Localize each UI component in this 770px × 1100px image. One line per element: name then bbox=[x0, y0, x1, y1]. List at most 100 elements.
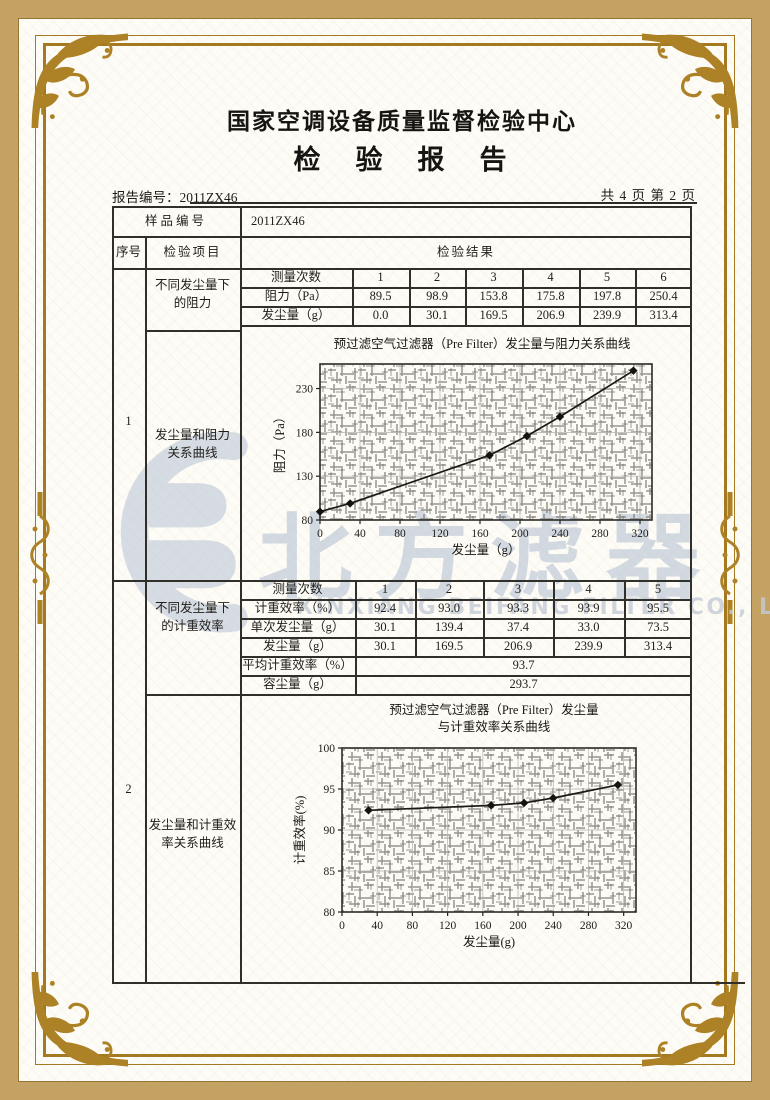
svg-text:80: 80 bbox=[324, 907, 336, 919]
s1-meas-2: 2 bbox=[433, 269, 441, 284]
s1-dust-6: 313.4 bbox=[649, 307, 678, 322]
s1-res-2: 98.9 bbox=[426, 288, 448, 303]
s1-dust-label: 发尘量（g） bbox=[261, 307, 331, 322]
s2-dust-5: 313.4 bbox=[643, 638, 673, 653]
frame-thick-line bbox=[43, 43, 727, 1057]
s2-single-5: 73.5 bbox=[647, 619, 669, 634]
s2-dust-2: 169.5 bbox=[434, 638, 464, 653]
table-line bbox=[145, 694, 692, 696]
s1-meas-1: 1 bbox=[377, 269, 384, 284]
svg-text:40: 40 bbox=[354, 528, 366, 540]
s1-meas-label: 测量次数 bbox=[270, 269, 321, 284]
svg-text:80: 80 bbox=[407, 920, 419, 932]
svg-text:280: 280 bbox=[591, 528, 609, 540]
table-line bbox=[240, 618, 692, 620]
s2-meas-1: 1 bbox=[381, 581, 389, 596]
s2-meas-4: 4 bbox=[585, 581, 592, 596]
table-line bbox=[112, 206, 114, 984]
s2-single-label: 单次发尘量（g） bbox=[250, 619, 345, 634]
section2-item-line2: 的计重效率 bbox=[161, 619, 224, 634]
svg-text:160: 160 bbox=[474, 920, 492, 932]
s2-eff-4: 93.9 bbox=[577, 600, 600, 615]
s1-resistance-label: 阻力（Pa） bbox=[264, 288, 328, 303]
s1-res-4: 175.8 bbox=[536, 288, 565, 303]
s2-eff-1: 92.4 bbox=[374, 600, 396, 615]
table-line bbox=[145, 330, 240, 332]
svg-text:320: 320 bbox=[631, 528, 649, 540]
s2-meas-2: 2 bbox=[445, 581, 453, 596]
table-line bbox=[465, 268, 467, 325]
s1-meas-6: 6 bbox=[660, 269, 667, 284]
table-line bbox=[240, 656, 692, 658]
svg-text:预过滤空气过滤器（Pre Filter）发尘量: 预过滤空气过滤器（Pre Filter）发尘量 bbox=[389, 702, 598, 717]
s2-single-2: 139.4 bbox=[434, 619, 464, 634]
sample-number-value: 2011ZX46 bbox=[251, 213, 305, 228]
s1-res-3: 153.8 bbox=[479, 288, 508, 303]
svg-text:160: 160 bbox=[471, 528, 489, 540]
svg-text:发尘量(g): 发尘量(g) bbox=[463, 934, 515, 949]
svg-text:120: 120 bbox=[431, 528, 449, 540]
sample-number-label: 样品编号 bbox=[144, 213, 207, 228]
section1-curve-item-line1: 发尘量和阻力 bbox=[154, 428, 230, 443]
table-line bbox=[690, 206, 692, 984]
table-line bbox=[483, 580, 485, 656]
table-line bbox=[240, 675, 692, 677]
svg-text:100: 100 bbox=[318, 743, 336, 755]
s2-dust-label: 发尘量（g） bbox=[263, 638, 332, 653]
s2-capacity-label: 容尘量（g） bbox=[263, 676, 332, 691]
table-line bbox=[635, 268, 637, 325]
table-line bbox=[112, 982, 745, 985]
table-line bbox=[112, 236, 692, 238]
svg-text:95: 95 bbox=[324, 784, 336, 796]
svg-text:80: 80 bbox=[394, 528, 406, 540]
svg-text:240: 240 bbox=[551, 528, 569, 540]
table-line bbox=[240, 325, 692, 327]
section1-item-line2: 的阻力 bbox=[173, 296, 212, 311]
s2-single-3: 37.4 bbox=[507, 619, 529, 634]
table-line bbox=[112, 206, 692, 209]
s2-eff-2: 93.0 bbox=[438, 600, 460, 615]
s2-single-1: 30.1 bbox=[374, 619, 396, 634]
table-line bbox=[112, 580, 692, 582]
svg-text:0: 0 bbox=[339, 920, 345, 932]
svg-text:240: 240 bbox=[545, 920, 563, 932]
table-line bbox=[624, 580, 626, 656]
s2-eff-label: 计重效率（%） bbox=[254, 600, 341, 615]
s1-meas-4: 4 bbox=[547, 269, 554, 284]
s2-dust-3: 206.9 bbox=[503, 638, 533, 653]
svg-text:130: 130 bbox=[296, 471, 314, 483]
svg-text:0: 0 bbox=[317, 528, 323, 540]
svg-text:200: 200 bbox=[511, 528, 529, 540]
column-header-result: 检验结果 bbox=[436, 244, 495, 259]
table-line bbox=[415, 580, 417, 656]
s2-meas-5: 5 bbox=[654, 581, 662, 596]
table-line bbox=[240, 599, 692, 601]
s1-dust-4: 206.9 bbox=[536, 307, 565, 322]
column-header-seq: 序号 bbox=[115, 244, 141, 259]
svg-text:230: 230 bbox=[296, 384, 314, 396]
s1-res-1: 89.5 bbox=[369, 288, 392, 303]
svg-text:发尘量（g）: 发尘量（g） bbox=[452, 542, 521, 557]
svg-text:预过滤空气过滤器（Pre Filter）发尘量与阻力关系曲线: 预过滤空气过滤器（Pre Filter）发尘量与阻力关系曲线 bbox=[334, 336, 631, 351]
s1-dust-1: 0.0 bbox=[372, 307, 389, 322]
section2-item-line1: 不同发尘量下 bbox=[154, 601, 230, 616]
s2-meas-3: 3 bbox=[514, 581, 522, 596]
header-rule bbox=[190, 202, 697, 204]
svg-text:120: 120 bbox=[439, 920, 457, 932]
s1-res-6: 250.4 bbox=[649, 288, 678, 303]
svg-text:280: 280 bbox=[580, 920, 598, 932]
svg-text:计重效率(%): 计重效率(%) bbox=[292, 796, 307, 865]
efficiency-vs-dust-chart: 0 40 80 120 160 200 240 280 320 80 85 90 95 100 预过滤空气过… bbox=[292, 702, 637, 949]
s2-avg-label: 平均计重效率（%） bbox=[242, 657, 353, 672]
section1-item-line1: 不同发尘量下 bbox=[154, 278, 230, 293]
s2-eff-3: 93.3 bbox=[507, 600, 529, 615]
column-header-item: 检验项目 bbox=[163, 244, 222, 259]
section2-curve-item-line1: 发尘量和计重效 bbox=[148, 818, 237, 833]
svg-text:200: 200 bbox=[509, 920, 527, 932]
svg-text:90: 90 bbox=[324, 825, 336, 837]
frame-thin-line bbox=[35, 35, 735, 1065]
table-line bbox=[112, 268, 692, 270]
resistance-vs-dust-chart: 0 40 80 120 160 200 240 280 320 80 130 180 230 预过滤空气过… bbox=[273, 336, 653, 557]
table-line bbox=[352, 268, 354, 325]
